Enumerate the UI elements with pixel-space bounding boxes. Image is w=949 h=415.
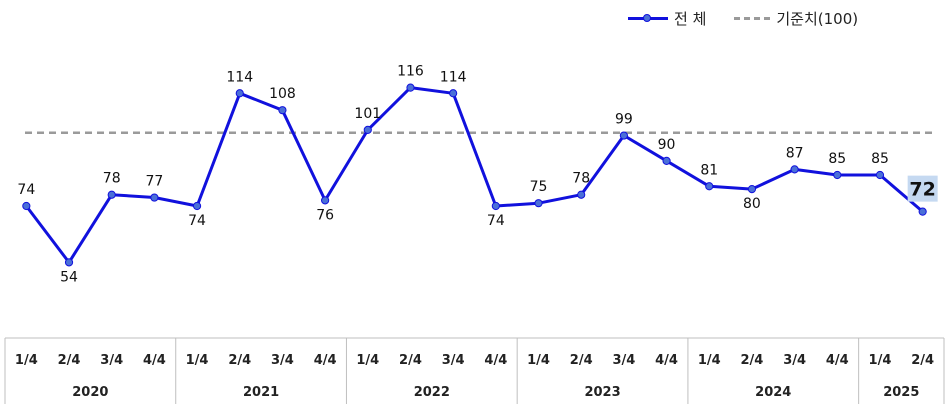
- x-tick-label: 2/4: [228, 353, 251, 368]
- data-label: 85: [828, 151, 846, 167]
- data-label: 87: [786, 145, 804, 161]
- data-point: [150, 193, 159, 202]
- data-point: [619, 131, 628, 140]
- year-group-label: 2021: [243, 385, 279, 400]
- x-tick-label: 3/4: [612, 353, 635, 368]
- data-point: [577, 190, 586, 199]
- x-tick-label: 4/4: [655, 353, 678, 368]
- year-group-label: 2023: [584, 385, 620, 400]
- x-tick-label: 1/4: [356, 353, 379, 368]
- legend-series-swatch: [628, 13, 668, 22]
- x-tick-label: 4/4: [826, 353, 849, 368]
- data-label: 54: [60, 269, 78, 285]
- data-point: [278, 106, 287, 115]
- data-label: 116: [397, 64, 424, 80]
- year-group-label: 2025: [883, 385, 919, 400]
- legend-series-label: 전 체: [674, 9, 707, 28]
- chart-legend: 전 체 기준치(100): [628, 6, 886, 30]
- x-tick-label: 2/4: [399, 353, 422, 368]
- legend-item-reference: 기준치(100): [734, 8, 858, 29]
- x-tick-label: 4/4: [314, 353, 337, 368]
- data-point: [22, 201, 31, 211]
- legend-reference-label: 기준치(100): [776, 9, 859, 28]
- x-tick-label: 3/4: [100, 353, 123, 368]
- data-label: 81: [700, 162, 718, 178]
- data-point: [321, 196, 330, 205]
- data-point: [662, 156, 671, 166]
- x-tick-label: 3/4: [271, 353, 294, 368]
- x-tick-label: 4/4: [484, 353, 507, 368]
- data-point: [918, 207, 927, 216]
- data-point: [790, 165, 799, 174]
- data-label: 74: [188, 213, 206, 229]
- x-tick-label: 3/4: [783, 353, 806, 368]
- data-label: 80: [743, 196, 761, 212]
- x-tick-label: 2/4: [911, 353, 934, 368]
- x-tick-label: 1/4: [186, 353, 209, 368]
- data-label: 77: [145, 174, 163, 190]
- data-label: 72: [909, 179, 935, 201]
- x-tick-label: 4/4: [143, 353, 166, 368]
- x-tick-label: 1/4: [15, 353, 38, 368]
- data-point: [406, 83, 415, 92]
- data-label: 99: [615, 112, 633, 128]
- data-point: [705, 182, 714, 191]
- x-tick-label: 2/4: [570, 353, 593, 368]
- data-label: 108: [269, 86, 296, 102]
- x-tick-label: 1/4: [698, 353, 721, 368]
- data-point: [491, 201, 500, 211]
- data-label: 75: [530, 179, 548, 195]
- legend-item-series: 전 체: [628, 8, 706, 29]
- data-label: 74: [17, 182, 35, 198]
- data-label: 114: [226, 69, 253, 85]
- x-tick-label: 2/4: [58, 353, 81, 368]
- year-group-label: 2024: [755, 385, 791, 400]
- x-tick-label: 1/4: [527, 353, 550, 368]
- data-point: [747, 184, 757, 194]
- x-tick-label: 2/4: [741, 353, 764, 368]
- legend-reference-swatch: [734, 16, 771, 20]
- data-point: [534, 199, 543, 208]
- data-point: [64, 258, 74, 267]
- data-label: 101: [354, 106, 381, 122]
- data-point: [833, 170, 842, 180]
- year-group-label: 2020: [72, 385, 108, 400]
- data-label: 90: [658, 137, 676, 153]
- data-label: 114: [440, 69, 467, 85]
- data-point: [107, 190, 116, 199]
- data-label: 85: [871, 151, 889, 167]
- data-label: 78: [103, 171, 121, 187]
- data-point: [875, 170, 885, 180]
- x-tick-label: 3/4: [442, 353, 465, 368]
- data-point: [449, 89, 458, 98]
- data-point: [363, 125, 372, 135]
- data-point: [235, 89, 244, 98]
- data-label-highlight: [907, 175, 938, 202]
- data-label: 76: [316, 207, 334, 223]
- year-group-label: 2022: [414, 385, 450, 400]
- x-tick-label: 1/4: [869, 353, 892, 368]
- data-point: [192, 201, 202, 211]
- data-label: 78: [572, 171, 590, 187]
- data-label: 74: [487, 213, 505, 229]
- series-line: [25, 86, 924, 264]
